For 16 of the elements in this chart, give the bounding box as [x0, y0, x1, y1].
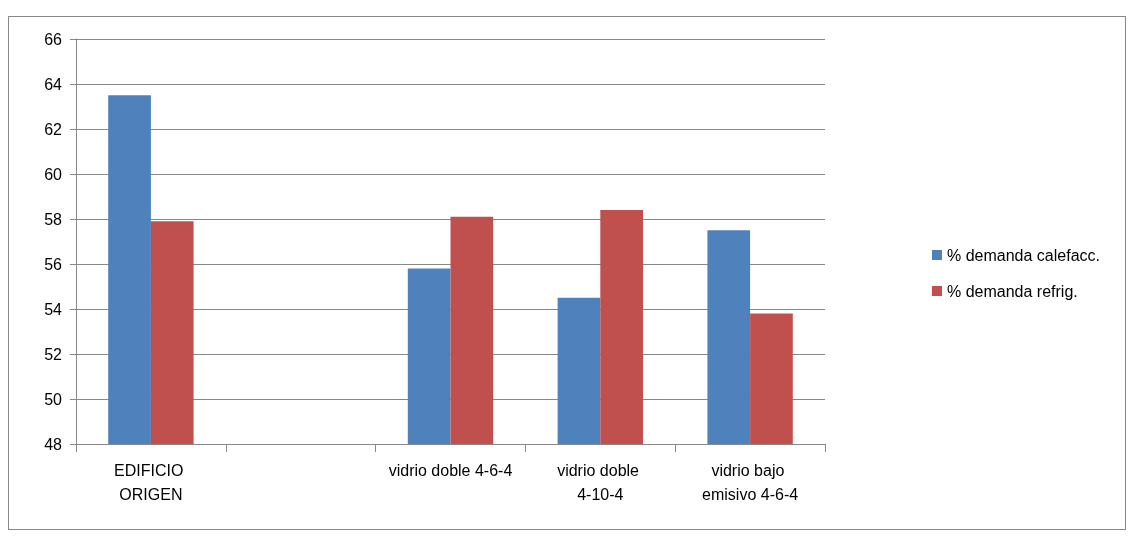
y-tick-label: 58 [44, 210, 63, 228]
y-tick-label: 64 [44, 75, 63, 93]
legend-label: % demanda calefacc. [947, 246, 1101, 264]
y-tick-label: 50 [44, 390, 63, 408]
legend-label: % demanda refrig. [947, 282, 1078, 300]
y-tick-label: 62 [44, 120, 63, 138]
y-tick-label: 54 [44, 300, 63, 318]
y-tick-label: 56 [44, 255, 63, 273]
y-tick-label: 60 [44, 165, 63, 183]
x-tick-label: EDIFICIO ORIGEN [114, 461, 188, 503]
x-tick-label: vidrio bajo emisivo 4-6-4 [702, 461, 799, 503]
y-tick-label: 52 [44, 345, 63, 363]
y-tick-label: 66 [44, 30, 63, 48]
x-tick-label: vidrio doble 4-10-4 [557, 461, 644, 503]
y-tick-label: 48 [44, 435, 63, 453]
x-tick-label: vidrio doble 4-6-4 [388, 461, 513, 479]
